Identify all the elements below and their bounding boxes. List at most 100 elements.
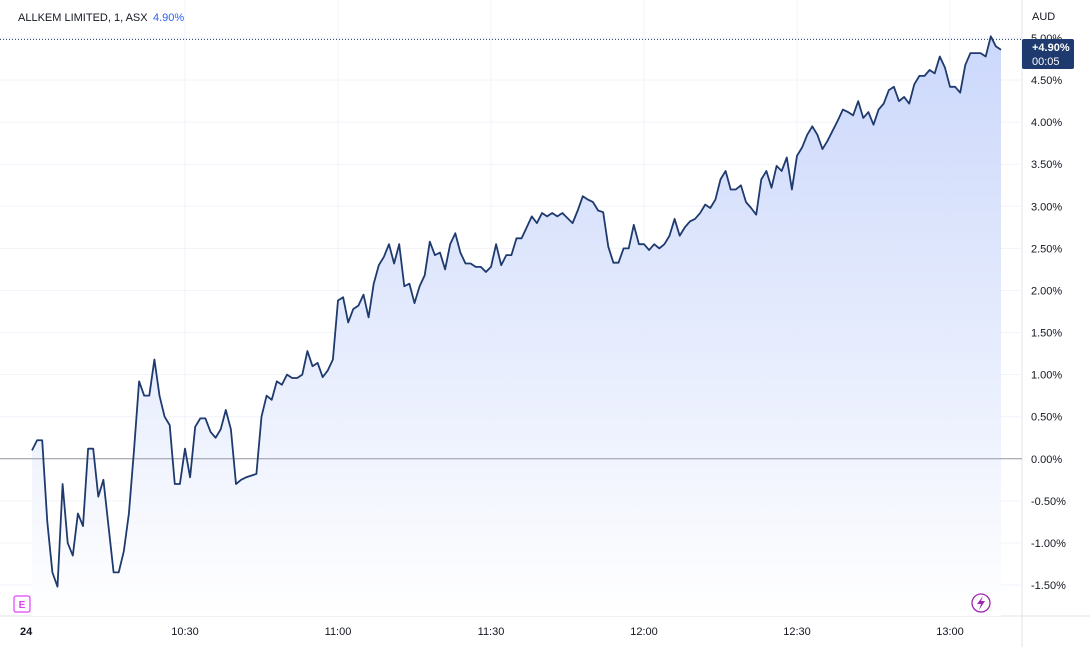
data-point xyxy=(91,447,95,451)
data-point xyxy=(606,245,610,249)
time-tick-label: 12:00 xyxy=(630,626,658,638)
price-scale[interactable]: -1.50% -1.00% -0.50% 0.00% 0.50% 1.00% 1.50% 2.… xyxy=(1031,33,1066,592)
time-tick-label: 24 xyxy=(20,626,33,638)
data-point xyxy=(764,169,768,173)
data-point xyxy=(132,448,136,452)
data-point xyxy=(917,74,921,78)
data-point xyxy=(163,415,167,419)
data-point xyxy=(504,253,508,257)
data-point xyxy=(137,379,141,383)
data-point xyxy=(331,357,335,361)
data-point xyxy=(469,262,473,266)
data-point xyxy=(270,398,274,402)
data-point xyxy=(234,482,238,486)
data-point xyxy=(759,177,763,181)
data-point xyxy=(275,379,279,383)
data-point xyxy=(229,427,233,431)
data-point xyxy=(219,427,223,431)
data-point xyxy=(586,198,590,202)
time-tick-label: 12:30 xyxy=(783,626,811,638)
price-tick-label: 0.50% xyxy=(1031,412,1062,424)
data-point xyxy=(356,304,360,308)
data-point xyxy=(882,102,886,106)
data-point xyxy=(489,265,493,269)
data-point xyxy=(846,110,850,114)
time-tick-label: 11:30 xyxy=(478,626,505,638)
data-point xyxy=(683,225,687,229)
time-scale[interactable]: 24 10:30 11:00 11:30 12:00 12:30 13:00 xyxy=(20,626,964,638)
data-point xyxy=(499,263,503,267)
price-tick-label: 4.50% xyxy=(1031,75,1062,87)
data-point xyxy=(601,210,605,214)
data-point xyxy=(795,154,799,158)
data-point xyxy=(836,118,840,122)
data-point xyxy=(984,55,988,59)
series-line xyxy=(31,35,1002,588)
data-point xyxy=(775,164,779,168)
data-point xyxy=(30,448,34,452)
data-point xyxy=(168,423,172,427)
data-point xyxy=(912,82,916,86)
data-point xyxy=(413,301,417,305)
data-point xyxy=(928,68,932,72)
data-point xyxy=(351,307,355,311)
data-point xyxy=(107,524,111,528)
data-point xyxy=(810,124,814,128)
data-point xyxy=(142,394,146,398)
data-point xyxy=(744,200,748,204)
data-point xyxy=(734,187,738,191)
data-point xyxy=(464,262,468,266)
data-point xyxy=(632,223,636,227)
price-tick-label: 3.50% xyxy=(1031,159,1062,171)
data-point xyxy=(550,211,554,215)
data-point xyxy=(45,520,49,524)
data-point xyxy=(851,113,855,117)
data-point xyxy=(224,408,228,412)
data-point xyxy=(458,251,462,255)
data-point xyxy=(974,51,978,55)
data-point xyxy=(285,373,289,377)
data-point xyxy=(923,74,927,78)
data-point xyxy=(678,234,682,238)
data-point xyxy=(290,376,294,380)
data-point xyxy=(321,375,325,379)
data-point xyxy=(963,63,967,67)
data-point xyxy=(979,51,983,55)
earnings-event-label: E xyxy=(19,600,26,611)
data-point xyxy=(35,438,39,442)
data-point xyxy=(968,51,972,55)
data-point xyxy=(249,474,253,478)
data-point xyxy=(938,55,942,59)
data-point xyxy=(147,394,151,398)
data-point xyxy=(117,570,121,574)
data-point xyxy=(566,216,570,220)
data-point xyxy=(657,246,661,250)
data-point xyxy=(540,211,544,215)
data-point xyxy=(627,246,631,250)
time-tick-label: 11:00 xyxy=(325,626,352,638)
data-point xyxy=(448,242,452,246)
data-point xyxy=(40,438,44,442)
data-point xyxy=(729,187,733,191)
symbol-title: ALLKEM LIMITED, 1, ASX xyxy=(18,12,148,24)
data-point xyxy=(617,261,621,265)
data-point xyxy=(203,416,207,420)
data-point xyxy=(428,240,432,244)
data-point xyxy=(494,242,498,246)
price-tick-label: 2.50% xyxy=(1031,243,1062,255)
area-fill xyxy=(32,36,1001,616)
data-point xyxy=(907,102,911,106)
data-point xyxy=(872,123,876,127)
data-point xyxy=(698,211,702,215)
data-point xyxy=(571,221,575,225)
data-point xyxy=(244,475,248,479)
lightning-icon[interactable] xyxy=(971,593,991,613)
data-point xyxy=(652,242,656,246)
data-point xyxy=(535,221,539,225)
earnings-event-marker[interactable]: E xyxy=(13,595,31,613)
data-point xyxy=(943,65,947,69)
data-point xyxy=(703,203,707,207)
data-point xyxy=(708,206,712,210)
data-point xyxy=(209,430,213,434)
